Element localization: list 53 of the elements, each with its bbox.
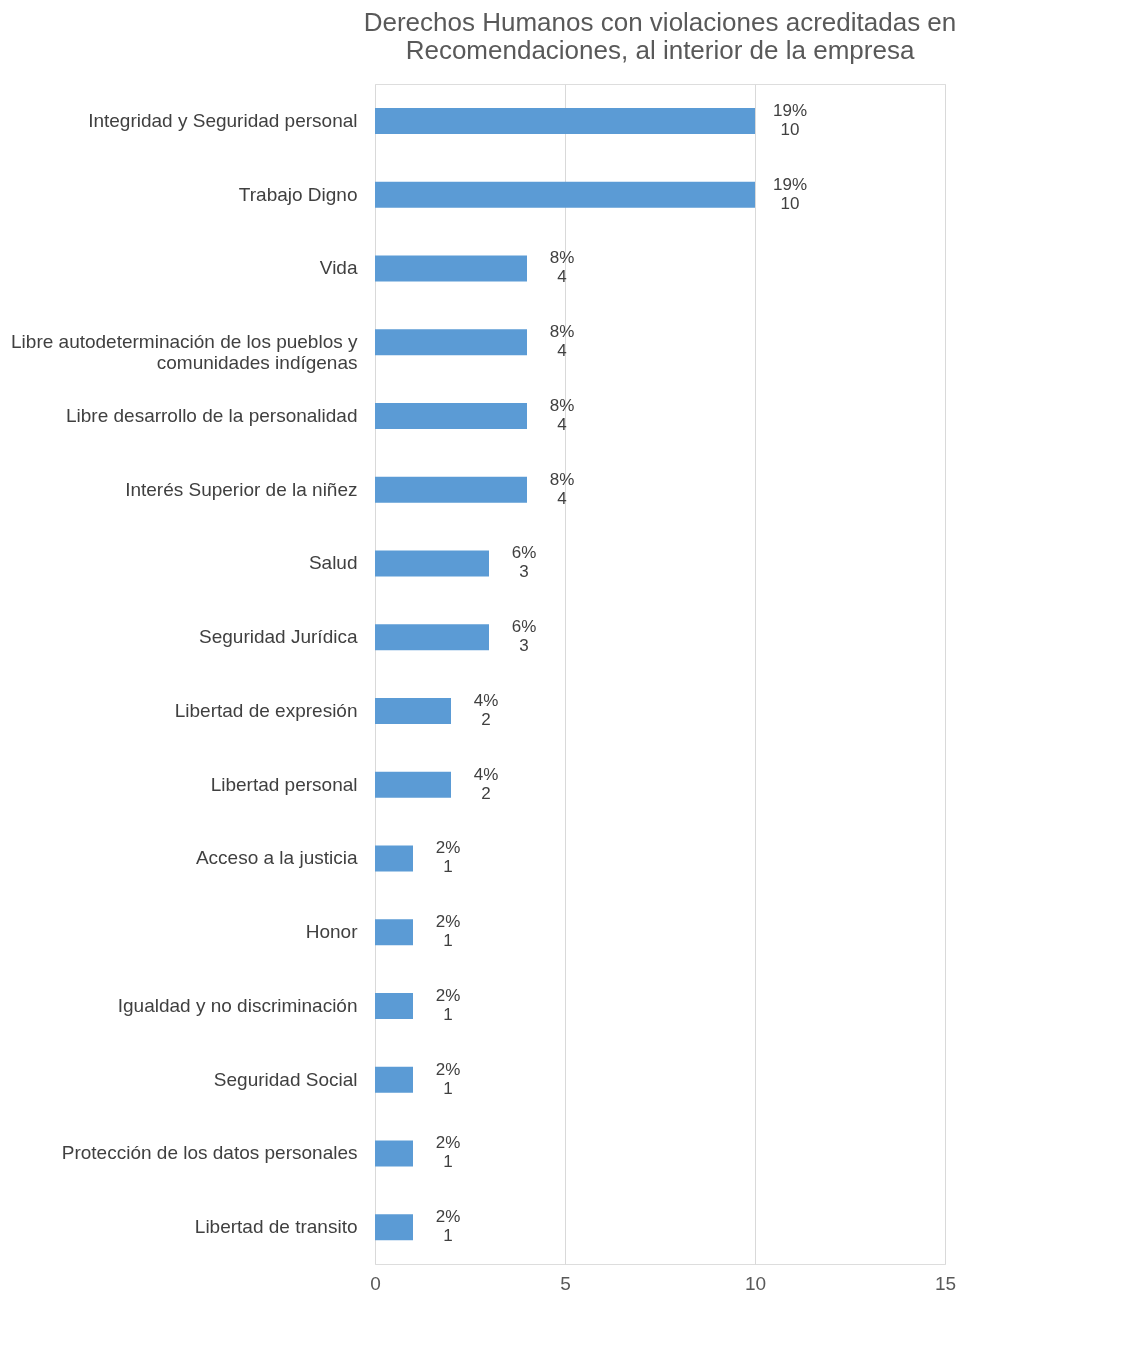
bar xyxy=(375,624,489,651)
x-tick-label: 10 xyxy=(744,1272,767,1294)
data-label: 2% 1 xyxy=(435,1133,461,1172)
bar xyxy=(375,992,413,1019)
bar xyxy=(375,181,755,208)
y-tick-label: Libertad de transito xyxy=(194,1216,358,1238)
chart-title: Derechos Humanos con violaciones acreditadas en Recomendaciones, al interior de la empresa xyxy=(363,7,957,65)
y-tick-label: Seguridad Social xyxy=(213,1068,358,1090)
y-tick-label: Vida xyxy=(319,257,358,279)
y-tick-label: Salud xyxy=(308,552,358,574)
x-tick-label: 0 xyxy=(370,1272,381,1294)
y-tick-label: Trabajo Digno xyxy=(238,183,358,205)
y-tick-label: Interés Superior de la niñez xyxy=(125,478,358,500)
data-label: 6% 3 xyxy=(511,617,537,656)
data-label: 4% 2 xyxy=(473,764,499,803)
data-label: 19% 10 xyxy=(772,100,808,139)
bar xyxy=(375,1140,413,1167)
y-tick-label: Honor xyxy=(305,921,359,943)
data-label: 2% 1 xyxy=(435,1207,461,1246)
bar xyxy=(375,919,413,946)
y-tick-label: Protección de los datos personales xyxy=(61,1142,358,1164)
data-label: 8% 4 xyxy=(549,469,575,508)
data-label: 6% 3 xyxy=(511,543,537,582)
data-label: 19% 10 xyxy=(772,174,808,213)
y-tick-label: Igualdad y no discriminación xyxy=(117,994,358,1016)
y-tick-label: Libertad de expresión xyxy=(174,699,358,721)
bar xyxy=(375,771,451,798)
bar xyxy=(375,255,527,282)
bar xyxy=(375,402,527,429)
y-tick-label: Libre desarrollo de la personalidad xyxy=(65,404,358,426)
bar xyxy=(375,550,489,577)
x-tick-label: 15 xyxy=(934,1272,957,1294)
y-tick-label: Integridad y Seguridad personal xyxy=(88,109,358,131)
y-tick-label: Libertad personal xyxy=(210,773,358,795)
bar xyxy=(375,476,527,503)
y-tick-label: Libre autodeterminación de los pueblos y comunidades indígenas xyxy=(11,331,358,374)
bar xyxy=(375,697,451,724)
y-tick-label: Seguridad Jurídica xyxy=(199,626,358,648)
data-label: 2% 1 xyxy=(435,838,461,877)
bar xyxy=(375,329,527,356)
bar xyxy=(375,107,755,134)
data-label: 8% 4 xyxy=(549,248,575,287)
x-tick-label: 5 xyxy=(560,1272,571,1294)
y-tick-label: Acceso a la justicia xyxy=(195,847,358,869)
bar xyxy=(375,845,413,872)
data-label: 2% 1 xyxy=(435,912,461,951)
bar xyxy=(375,1066,413,1093)
data-label: 8% 4 xyxy=(549,395,575,434)
data-label: 2% 1 xyxy=(435,1059,461,1098)
data-label: 2% 1 xyxy=(435,985,461,1024)
bar xyxy=(375,1214,413,1241)
data-label: 4% 2 xyxy=(473,690,499,729)
data-label: 8% 4 xyxy=(549,322,575,361)
